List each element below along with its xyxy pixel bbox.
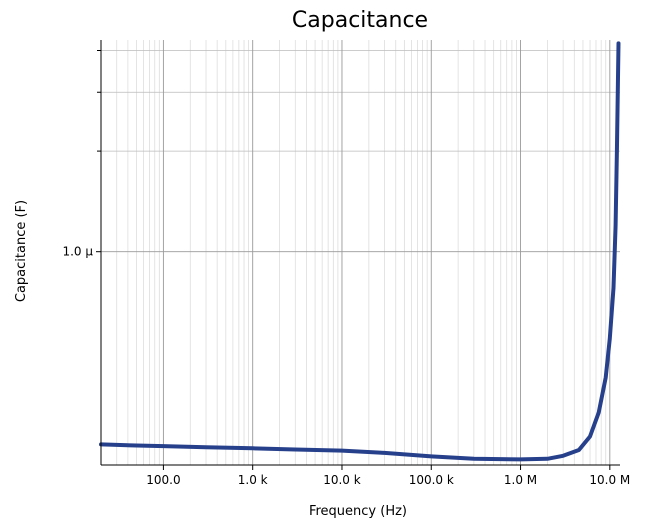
y-tick-label: 1.0 µ <box>62 245 93 259</box>
x-axis-label: Frequency (Hz) <box>309 504 407 519</box>
x-tick-label: 10.0 k <box>323 473 361 487</box>
x-tick-label: 100.0 <box>146 473 180 487</box>
chart-title: Capacitance <box>292 8 428 33</box>
axes <box>100 40 620 466</box>
x-tick-label: 100.0 k <box>409 473 454 487</box>
x-tick-label: 1.0 k <box>238 473 268 487</box>
x-tick-label: 1.0 M <box>504 473 537 487</box>
series-line-0 <box>99 41 621 462</box>
y-axis-label: Capacitance (F) <box>14 200 29 302</box>
ticks: 100.0 1.0 k 10.0 k 100.0 k 1.0 M 10.0 M 1.0 µ <box>62 49 630 487</box>
plot-line <box>99 41 621 462</box>
x-tick-label: 10.0 M <box>589 473 630 487</box>
major-grid <box>101 40 620 465</box>
